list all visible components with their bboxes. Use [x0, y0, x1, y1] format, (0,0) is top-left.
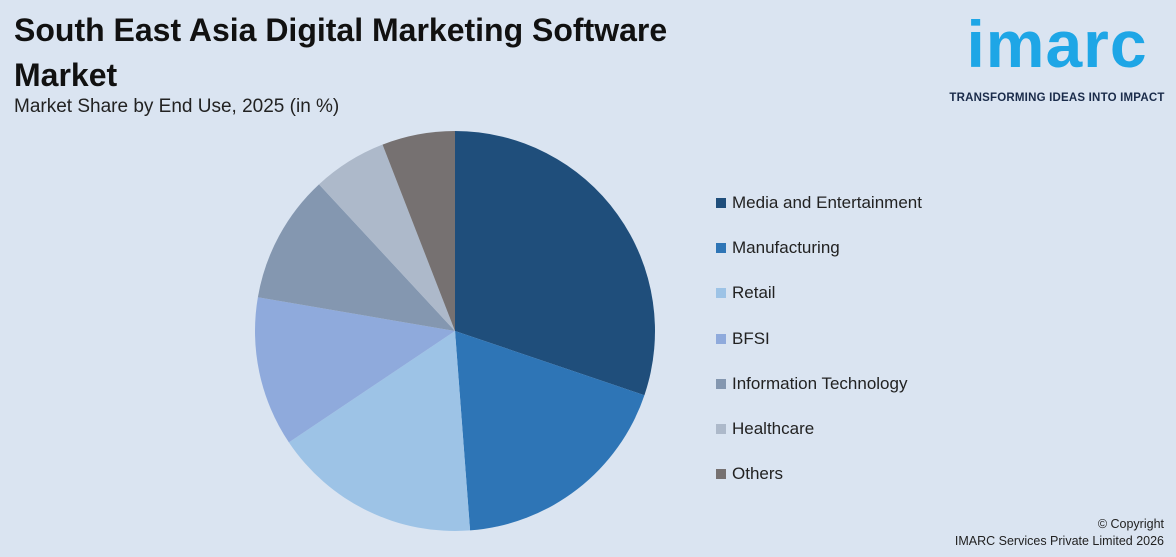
legend-label: BFSI — [732, 328, 770, 348]
legend-item-others: Others — [716, 462, 922, 507]
copyright-notice: © Copyright IMARC Services Private Limit… — [955, 516, 1164, 550]
legend-swatch — [716, 423, 726, 434]
legend-label: Manufacturing — [732, 238, 840, 258]
legend-swatch — [716, 243, 726, 254]
copyright-line-1: © Copyright — [1097, 517, 1164, 531]
copyright-line-2: IMARC Services Private Limited 2026 — [954, 534, 1164, 548]
legend-label: Media and Entertainment — [732, 193, 922, 212]
pie-slice-media-and-entertainment — [455, 131, 656, 396]
pie-slice-others — [382, 131, 455, 331]
pie-slice-manufacturing — [455, 331, 645, 531]
legend-swatch — [716, 333, 726, 344]
chart-legend: Media and Entertainment Manufacturing Reta… — [716, 191, 922, 507]
legend-swatch — [716, 198, 726, 208]
pie-slice-retail — [288, 331, 471, 531]
logo-tagline: TRANSFORMING IDEAS INTO IMPACT — [949, 92, 1165, 104]
chart-title: South East Asia Digital Marketing Softwa… — [14, 12, 668, 93]
legend-label: Healthcare — [732, 418, 815, 438]
legend-label: Others — [732, 464, 784, 484]
legend-item-media-and-entertainment: Media and Entertainment — [716, 191, 922, 236]
legend-swatch — [716, 378, 726, 389]
legend-item-information-technology: Information Technology — [716, 372, 922, 417]
legend-item-bfsi: BFSI — [716, 327, 922, 372]
legend-swatch — [716, 288, 726, 299]
legend-item-manufacturing: Manufacturing — [716, 236, 922, 281]
logo-wordmark: imarc — [966, 7, 1148, 81]
legend-item-healthcare: Healthcare — [716, 417, 922, 462]
pie-slice-information-technology — [257, 184, 455, 331]
pie-slice-healthcare — [319, 144, 455, 331]
legend-label: Information Technology — [732, 373, 908, 393]
legend-item-retail: Retail — [716, 281, 922, 326]
chart-subtitle: Market Share by End Use, 2025 (in %) — [14, 96, 340, 117]
imarc-logo: imarc TRANSFORMING IDEAS INTO IMPACT — [944, 7, 1170, 110]
legend-label: Retail — [732, 283, 776, 303]
pie-slice-bfsi — [254, 297, 455, 443]
legend-swatch — [716, 469, 726, 480]
